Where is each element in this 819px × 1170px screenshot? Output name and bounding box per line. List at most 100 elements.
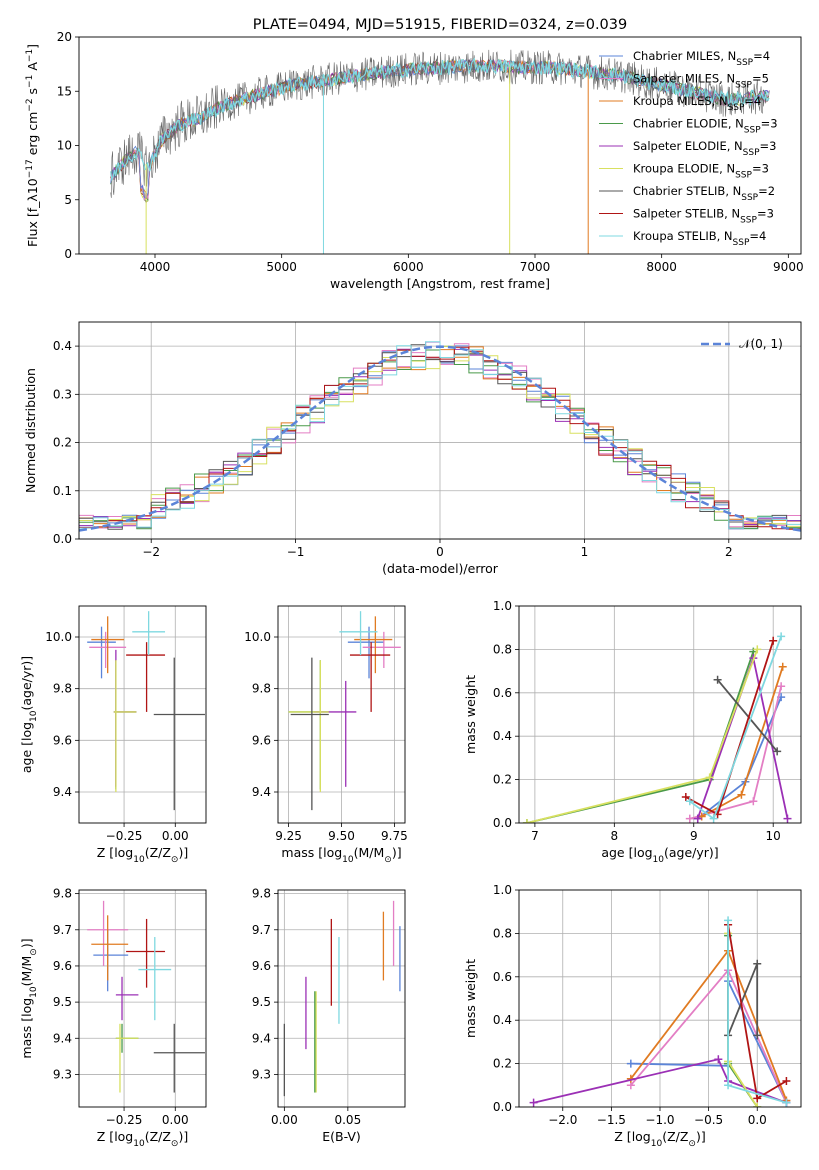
y-tick-label: 9.6 <box>252 733 271 747</box>
y-axis-label: age [log10(age/yr)] <box>19 656 39 773</box>
x-tick-label: 2 <box>725 545 733 559</box>
weight-marker-kroupa_stelib <box>782 1098 791 1107</box>
chart-weights_vs_age: 7 8 9 10 0.0 0.2 0.4 0.6 0.8 1.0 age [log10(age/yr… <box>463 599 802 865</box>
x-tick-label: −0.25 <box>106 1113 143 1127</box>
weight-marker-chabrier_stelib <box>753 959 762 968</box>
x-tick-label: −1.5 <box>597 1113 626 1127</box>
x-tick-label: −1.0 <box>645 1113 674 1127</box>
y-tick-label: 9.6 <box>252 959 271 973</box>
legend-label-salpeter_stelib: Salpeter STELIB, NSSP=3 <box>633 207 774 226</box>
y-tick-label: 9.5 <box>53 995 72 1009</box>
y-tick-label: 15 <box>57 84 72 98</box>
x-tick-label: 7 <box>531 829 539 843</box>
y-axis-label: Normed distribution <box>23 368 38 493</box>
y-tick-label: 0.2 <box>493 1057 512 1071</box>
x-tick-label: 9 <box>690 829 698 843</box>
plot-area <box>87 611 205 811</box>
y-tick-label: 0.4 <box>493 729 512 743</box>
x-tick-label: 9000 <box>773 260 804 274</box>
y-tick-label: 10 <box>57 139 72 153</box>
legend-label-chabrier_stelib: Chabrier STELIB, NSSP=2 <box>633 184 775 203</box>
y-tick-label: 9.3 <box>53 1067 72 1081</box>
chart-weights_vs_Z: −2.0 −1.5 −1.0 −0.5 0.0 0.0 0.2 0.4 0.6 0.8 1.0 Z [… <box>463 883 802 1149</box>
x-tick-label: 5000 <box>266 260 297 274</box>
y-axis-label: mass weight <box>463 959 478 1038</box>
y-tick-label: 10.0 <box>45 630 72 644</box>
y-tick-label: 0.2 <box>53 436 72 450</box>
x-tick-label: 10 <box>766 829 781 843</box>
weight-marker-salpeter_elodie <box>693 814 702 823</box>
y-tick-label: 9.3 <box>252 1067 271 1081</box>
axes-frame <box>518 889 802 1108</box>
x-axis-label: mass [log10(M/M⊙)] <box>281 845 401 865</box>
x-tick-label: 0.00 <box>162 1113 189 1127</box>
chart-mass_vs_Z: −0.25 0.00 9.3 9.4 9.5 9.6 9.7 9.8 Z [log10(Z/Z⊙… <box>19 887 207 1149</box>
axes-frame <box>78 605 207 824</box>
y-tick-label: 0.2 <box>493 773 512 787</box>
x-tick-label: 4000 <box>140 260 171 274</box>
y-tick-label: 9.4 <box>53 785 72 799</box>
weight-marker-salpeter_stelib <box>753 1094 762 1103</box>
y-tick-label: 1.0 <box>493 599 512 613</box>
axes-frame <box>78 36 802 255</box>
axes-frame <box>78 889 207 1108</box>
axes-frame <box>78 321 802 540</box>
x-tick-label: −2 <box>142 545 160 559</box>
weight-marker-kroupa_stelib <box>685 797 694 806</box>
x-tick-label: 8 <box>611 829 619 843</box>
weight-marker-salpeter_miles <box>685 814 694 823</box>
x-tick-label: 6000 <box>393 260 424 274</box>
weight-line-salpeter_elodie <box>533 1058 787 1104</box>
x-tick-label: 0.0 <box>748 1113 767 1127</box>
legend-label-salpeter_miles: Salpeter MILES, NSSP=5 <box>633 72 769 91</box>
weight-marker-chabrier_stelib <box>713 675 722 684</box>
chart-residuals: −2 −1 0 1 2 0.0 0.1 0.2 0.3 0.4 (data-model)/error… <box>23 321 802 576</box>
plot-area <box>87 900 205 1093</box>
x-tick-label: 0.00 <box>162 829 189 843</box>
weight-marker-chabrier_stelib <box>773 747 782 756</box>
x-tick-label: 0 <box>436 545 444 559</box>
weight-marker-kroupa_stelib <box>724 916 733 925</box>
plot-area <box>288 611 401 811</box>
gaussian-curve <box>79 345 801 532</box>
x-tick-label: −2.0 <box>548 1113 577 1127</box>
plot-area <box>110 49 770 254</box>
x-tick-label: −0.5 <box>694 1113 723 1127</box>
plot-area <box>522 632 792 823</box>
weight-marker-kroupa_stelib <box>777 632 786 641</box>
weight-marker-kroupa_elodie <box>705 773 714 782</box>
legend-label-kroupa_stelib: Kroupa STELIB, NSSP=4 <box>633 229 766 248</box>
y-tick-label: 20 <box>57 30 72 44</box>
x-axis-label: Z [log10(Z/Z⊙)] <box>97 845 188 865</box>
y-tick-label: 9.8 <box>252 887 271 901</box>
y-tick-label: 0.0 <box>493 816 512 830</box>
axes-frame <box>518 605 802 824</box>
y-tick-label: 9.6 <box>53 733 72 747</box>
weight-marker-salpeter_elodie <box>714 1055 723 1064</box>
spectrum-observed <box>110 49 770 198</box>
legend-label-salpeter_elodie: Salpeter ELODIE, NSSP=3 <box>633 139 776 158</box>
weight-marker-salpeter_stelib <box>681 792 690 801</box>
weight-marker-kroupa_stelib <box>709 814 718 823</box>
plot-area <box>79 341 801 539</box>
y-tick-label: 9.8 <box>252 682 271 696</box>
y-tick-label: 0.1 <box>53 484 72 498</box>
y-tick-label: 0.6 <box>493 686 512 700</box>
legend-label-chabrier_elodie: Chabrier ELODIE, NSSP=3 <box>633 117 778 136</box>
weight-line-chabrier_stelib <box>716 679 778 752</box>
y-tick-label: 9.5 <box>252 995 271 1009</box>
x-axis-label: E(B-V) <box>322 1129 361 1144</box>
weight-marker-salpeter_stelib <box>769 636 778 645</box>
y-tick-label: 1.0 <box>493 883 512 897</box>
x-tick-label: −0.25 <box>106 829 143 843</box>
chart-spectrum: 4000 5000 6000 7000 8000 9000 0 5 10 15 20 waveleng… <box>25 17 804 291</box>
weight-marker-kroupa_elodie <box>522 819 531 823</box>
y-tick-label: 9.8 <box>53 887 72 901</box>
x-tick-label: −1 <box>287 545 305 559</box>
x-tick-label: 0.05 <box>334 1113 361 1127</box>
axes-frame <box>277 605 406 824</box>
y-tick-label: 9.8 <box>53 682 72 696</box>
x-axis-label: wavelength [Angstrom, rest frame] <box>330 276 550 291</box>
chart-mass_vs_ebv: 0.00 0.05 9.3 9.4 9.5 9.6 9.7 9.8 E(B-V) <box>252 887 406 1144</box>
y-tick-label: 0.0 <box>493 1100 512 1114</box>
